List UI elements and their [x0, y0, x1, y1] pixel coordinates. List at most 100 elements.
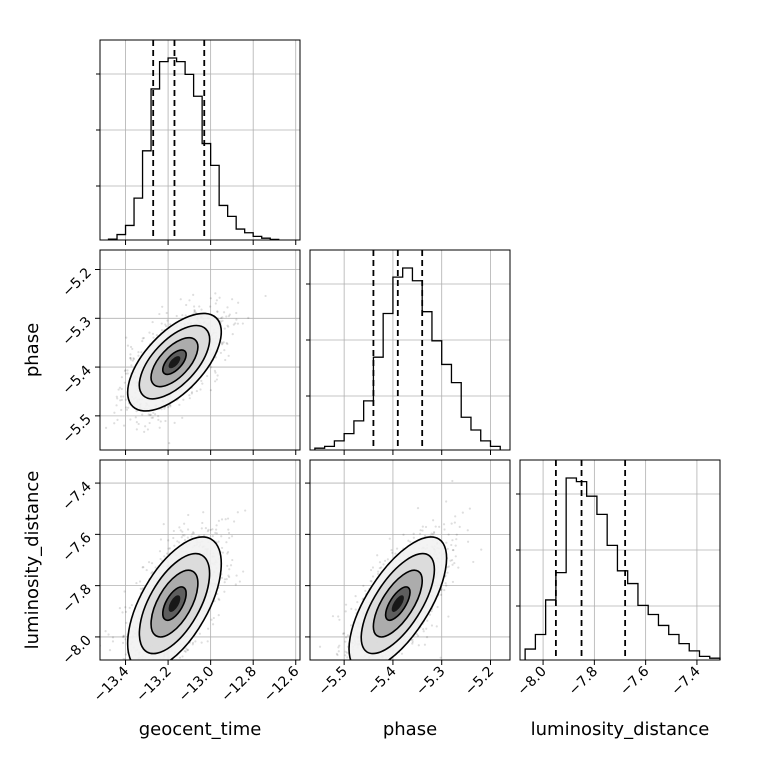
- sample-point: [224, 518, 227, 521]
- sample-point: [451, 479, 454, 483]
- sample-point: [364, 589, 367, 592]
- x-tick-label: −7.8: [566, 664, 601, 699]
- sample-point: [148, 331, 151, 334]
- sample-point: [129, 418, 132, 421]
- sample-point: [200, 641, 203, 644]
- sample-point: [335, 652, 338, 655]
- sample-point: [428, 613, 432, 616]
- panel-content: [100, 509, 247, 693]
- sample-point: [226, 342, 229, 346]
- sample-point: [104, 630, 107, 633]
- panel-frame: [309, 459, 511, 661]
- x-tick-label: −12.8: [218, 664, 260, 706]
- sample-point: [177, 541, 181, 544]
- sample-point: [188, 394, 191, 397]
- sample-point: [242, 570, 245, 573]
- sample-point: [159, 557, 162, 561]
- sample-point: [167, 406, 170, 409]
- 2d-panel-phase-luminosity-distance: −5.5 −5.4 −5.3 −5.2: [305, 459, 511, 704]
- sample-point: [376, 667, 378, 669]
- y-tick-label: −7.4: [59, 479, 94, 514]
- sample-point: [426, 619, 429, 622]
- sample-point: [146, 428, 150, 431]
- density-band: [391, 595, 404, 612]
- sample-point: [400, 652, 404, 655]
- sample-point: [383, 559, 387, 562]
- sample-point: [421, 525, 424, 528]
- sample-point: [190, 391, 194, 394]
- sample-point: [439, 656, 442, 659]
- sample-point: [443, 588, 446, 592]
- sample-point: [119, 399, 122, 402]
- sample-point: [447, 565, 451, 568]
- panel-frame: [309, 249, 511, 451]
- sample-point: [223, 327, 226, 330]
- sample-point: [125, 621, 128, 624]
- sample-point: [151, 670, 153, 672]
- sample-point: [169, 323, 172, 326]
- sample-point: [168, 547, 172, 550]
- y-tick-label: −5.5: [59, 411, 94, 446]
- sample-point: [382, 563, 385, 566]
- sample-point: [151, 670, 153, 672]
- sample-point: [181, 534, 184, 537]
- sample-point: [119, 395, 123, 398]
- sample-point: [124, 372, 128, 375]
- sample-point: [223, 581, 226, 584]
- sample-point: [219, 351, 223, 355]
- xlabel-phase: phase: [383, 719, 437, 740]
- sample-point: [349, 624, 353, 627]
- sample-point: [193, 311, 196, 314]
- sample-point: [120, 376, 124, 379]
- sample-point: [227, 354, 230, 357]
- sample-point: [344, 603, 348, 606]
- sample-point: [449, 559, 452, 562]
- sample-point: [186, 536, 189, 539]
- sample-point: [212, 616, 215, 620]
- sample-point: [161, 691, 163, 693]
- sample-point: [225, 541, 228, 544]
- sample-point: [466, 529, 469, 532]
- sample-point: [223, 590, 226, 593]
- sample-point: [142, 672, 144, 674]
- sample-point: [480, 548, 483, 551]
- sample-point: [115, 404, 118, 407]
- contour-line: [360, 552, 436, 655]
- sample-point: [201, 382, 204, 385]
- contour-line: [126, 536, 223, 660]
- sample-point: [228, 575, 231, 579]
- sample-point: [229, 564, 233, 567]
- sample-point: [354, 608, 357, 611]
- sample-point: [227, 531, 231, 535]
- contour-line: [138, 324, 211, 400]
- sample-point: [345, 667, 347, 669]
- sample-point: [220, 518, 224, 521]
- sample-point: [366, 666, 368, 668]
- sample-point: [168, 442, 171, 445]
- sample-point: [217, 540, 220, 543]
- sample-point: [135, 410, 138, 413]
- x-tick-label: −5.2: [462, 664, 497, 699]
- sample-point: [163, 407, 166, 410]
- sample-point: [113, 411, 116, 414]
- sample-point: [108, 649, 112, 652]
- sample-point: [374, 668, 376, 670]
- sample-point: [215, 299, 218, 302]
- sample-point: [215, 528, 218, 531]
- sample-point: [376, 554, 379, 557]
- sample-point: [187, 513, 190, 517]
- sample-point: [371, 566, 375, 569]
- sample-point: [220, 341, 223, 344]
- sample-point: [436, 605, 439, 609]
- sample-point: [131, 683, 133, 685]
- sample-point: [152, 336, 155, 339]
- sample-point: [211, 623, 215, 626]
- sample-point: [216, 310, 219, 313]
- x-tick-label: −8.0: [515, 664, 550, 699]
- sample-point: [227, 315, 230, 318]
- sample-point: [376, 702, 378, 704]
- sample-point: [345, 651, 349, 654]
- sample-point: [184, 314, 187, 317]
- sample-point: [169, 405, 172, 408]
- sample-point: [137, 354, 140, 357]
